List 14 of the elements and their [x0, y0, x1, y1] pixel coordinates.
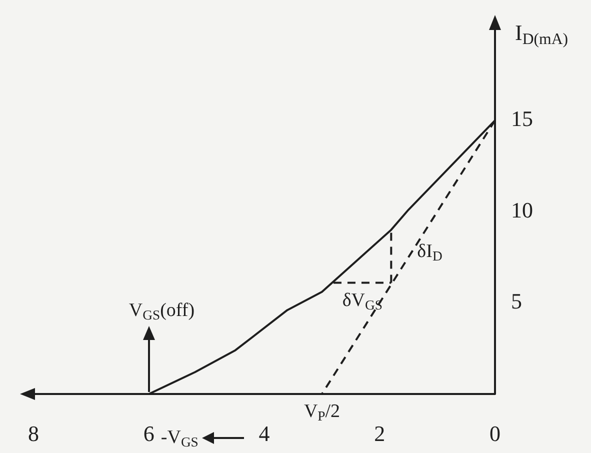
x-tick-label: 2: [374, 420, 386, 446]
annotation: δV$_{GS}$: [342, 290, 382, 312]
annotation: V$_{GS}$(off): [128, 300, 195, 322]
y-tick-label: 15: [511, 106, 533, 132]
x-tick-label: 4: [258, 420, 270, 446]
x-tick-label: 6: [143, 420, 154, 446]
x-tick-label: 0: [490, 420, 500, 446]
x-tick-label: 8: [28, 420, 39, 446]
x-axis-title: -V$_{GS}$: [160, 427, 198, 450]
annotation: V$_{P}$/2: [304, 401, 340, 424]
annotation: δI$_{D}$: [417, 241, 442, 264]
y-axis-title: I$_{D(mA)}$: [515, 20, 568, 48]
y-tick-label: 5: [511, 288, 522, 314]
y-tick-label: 10: [511, 197, 533, 222]
